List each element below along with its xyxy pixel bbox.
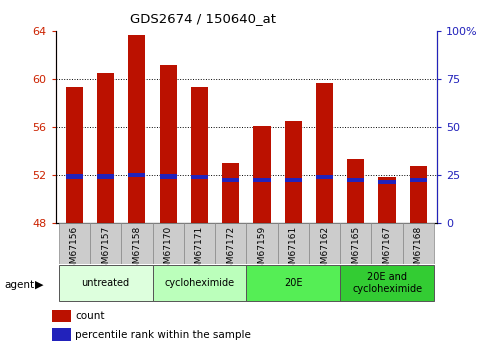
Text: GSM67159: GSM67159 [257, 226, 267, 275]
Text: 20E: 20E [284, 278, 302, 288]
Bar [410, 178, 427, 182]
Text: 20E and
cycloheximide: 20E and cycloheximide [352, 272, 422, 294]
Bar [254, 178, 270, 182]
Text: GSM67158: GSM67158 [132, 226, 142, 275]
Bar [215, 223, 246, 264]
Text: GSM67161: GSM67161 [289, 226, 298, 275]
Text: GSM67157: GSM67157 [101, 226, 110, 275]
Text: ▶: ▶ [35, 280, 44, 289]
Bar [403, 223, 434, 264]
Bar [347, 159, 364, 223]
Bar [222, 178, 239, 182]
Bar [316, 82, 333, 223]
Bar [90, 223, 121, 264]
Bar [58, 265, 153, 301]
Bar [128, 173, 145, 177]
Bar [254, 126, 270, 223]
Bar [184, 223, 215, 264]
Bar [340, 223, 371, 264]
Bar [309, 223, 340, 264]
Bar [128, 34, 145, 223]
Bar [53, 310, 71, 322]
Text: GSM67162: GSM67162 [320, 226, 329, 275]
Bar [191, 87, 208, 223]
Bar [278, 223, 309, 264]
Bar [371, 223, 403, 264]
Bar [153, 223, 184, 264]
Bar [284, 121, 302, 223]
Text: agent: agent [5, 280, 35, 289]
Text: GSM67172: GSM67172 [226, 226, 235, 275]
Bar [379, 177, 396, 223]
Bar [159, 65, 177, 223]
Text: GSM67165: GSM67165 [351, 226, 360, 275]
Text: GSM67171: GSM67171 [195, 226, 204, 275]
Bar [97, 73, 114, 223]
Bar [246, 265, 340, 301]
Bar [340, 265, 434, 301]
Text: untreated: untreated [82, 278, 129, 288]
Text: GSM67167: GSM67167 [383, 226, 392, 275]
Bar [97, 174, 114, 179]
Bar [121, 223, 153, 264]
Text: percentile rank within the sample: percentile rank within the sample [75, 330, 251, 339]
Bar [246, 223, 278, 264]
Bar [153, 265, 246, 301]
Text: GSM67168: GSM67168 [414, 226, 423, 275]
Bar [347, 178, 364, 182]
Bar [410, 166, 427, 223]
Text: GSM67170: GSM67170 [164, 226, 172, 275]
Text: GDS2674 / 150640_at: GDS2674 / 150640_at [130, 12, 276, 25]
Bar [58, 223, 90, 264]
Bar [159, 174, 177, 179]
Text: GSM67156: GSM67156 [70, 226, 79, 275]
Bar [53, 328, 71, 341]
Bar [284, 178, 302, 182]
Bar [191, 175, 208, 179]
Bar [316, 175, 333, 179]
Bar [66, 87, 83, 223]
Bar [66, 174, 83, 179]
Text: cycloheximide: cycloheximide [164, 278, 234, 288]
Text: count: count [75, 311, 104, 321]
Bar [379, 180, 396, 184]
Bar [222, 163, 239, 223]
